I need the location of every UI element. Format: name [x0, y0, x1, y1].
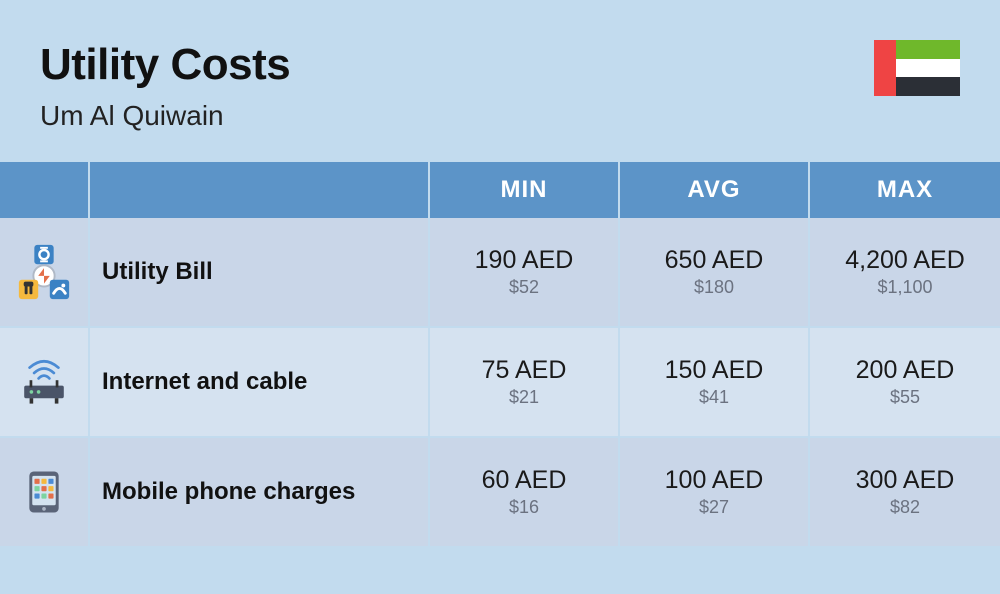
flag-green-stripe	[896, 40, 960, 59]
cell-max: 200 AED $55	[810, 328, 1000, 436]
th-min: MIN	[430, 162, 620, 218]
value-primary: 75 AED	[482, 356, 567, 385]
phone-icon	[14, 462, 74, 522]
cell-avg: 150 AED $41	[620, 328, 810, 436]
table-row: Internet and cable 75 AED $21 150 AED $4…	[0, 328, 1000, 438]
value-primary: 190 AED	[475, 246, 574, 275]
cell-min: 75 AED $21	[430, 328, 620, 436]
cell-avg: 100 AED $27	[620, 438, 810, 546]
value-primary: 60 AED	[482, 466, 567, 495]
value-secondary: $55	[890, 387, 920, 408]
value-primary: 300 AED	[856, 466, 955, 495]
value-primary: 200 AED	[856, 356, 955, 385]
utility-icon	[14, 242, 74, 302]
header: Utility Costs Um Al Quiwain	[0, 0, 1000, 162]
row-label-cell: Internet and cable	[90, 328, 430, 436]
cell-max: 4,200 AED $1,100	[810, 218, 1000, 326]
row-icon-cell	[0, 328, 90, 436]
flag-red-bar	[874, 40, 896, 96]
value-secondary: $21	[509, 387, 539, 408]
value-secondary: $82	[890, 497, 920, 518]
row-label: Utility Bill	[102, 258, 213, 286]
cell-min: 60 AED $16	[430, 438, 620, 546]
page-title: Utility Costs	[40, 40, 290, 90]
value-secondary: $41	[699, 387, 729, 408]
cell-min: 190 AED $52	[430, 218, 620, 326]
cell-avg: 650 AED $180	[620, 218, 810, 326]
th-max: MAX	[810, 162, 1000, 218]
flag-icon	[874, 40, 960, 96]
value-secondary: $27	[699, 497, 729, 518]
cell-max: 300 AED $82	[810, 438, 1000, 546]
table-row: Mobile phone charges 60 AED $16 100 AED …	[0, 438, 1000, 548]
th-icon	[0, 162, 90, 218]
costs-table: MIN AVG MAX	[0, 162, 1000, 548]
value-primary: 100 AED	[665, 466, 764, 495]
value-secondary: $52	[509, 277, 539, 298]
row-icon-cell	[0, 438, 90, 546]
flag-white-stripe	[896, 59, 960, 78]
value-secondary: $16	[509, 497, 539, 518]
title-block: Utility Costs Um Al Quiwain	[40, 40, 290, 132]
row-label-cell: Mobile phone charges	[90, 438, 430, 546]
row-icon-cell	[0, 218, 90, 326]
th-label	[90, 162, 430, 218]
row-label-cell: Utility Bill	[90, 218, 430, 326]
flag-stripes	[896, 40, 960, 96]
flag-black-stripe	[896, 77, 960, 96]
router-icon	[14, 352, 74, 412]
th-avg: AVG	[620, 162, 810, 218]
value-primary: 650 AED	[665, 246, 764, 275]
row-label: Mobile phone charges	[102, 478, 355, 506]
table-body: Utility Bill 190 AED $52 650 AED $180 4,…	[0, 218, 1000, 548]
table-header: MIN AVG MAX	[0, 162, 1000, 218]
table-row: Utility Bill 190 AED $52 650 AED $180 4,…	[0, 218, 1000, 328]
value-secondary: $1,100	[877, 277, 932, 298]
value-primary: 150 AED	[665, 356, 764, 385]
value-secondary: $180	[694, 277, 734, 298]
page-subtitle: Um Al Quiwain	[40, 100, 290, 132]
row-label: Internet and cable	[102, 368, 307, 396]
value-primary: 4,200 AED	[845, 246, 965, 275]
